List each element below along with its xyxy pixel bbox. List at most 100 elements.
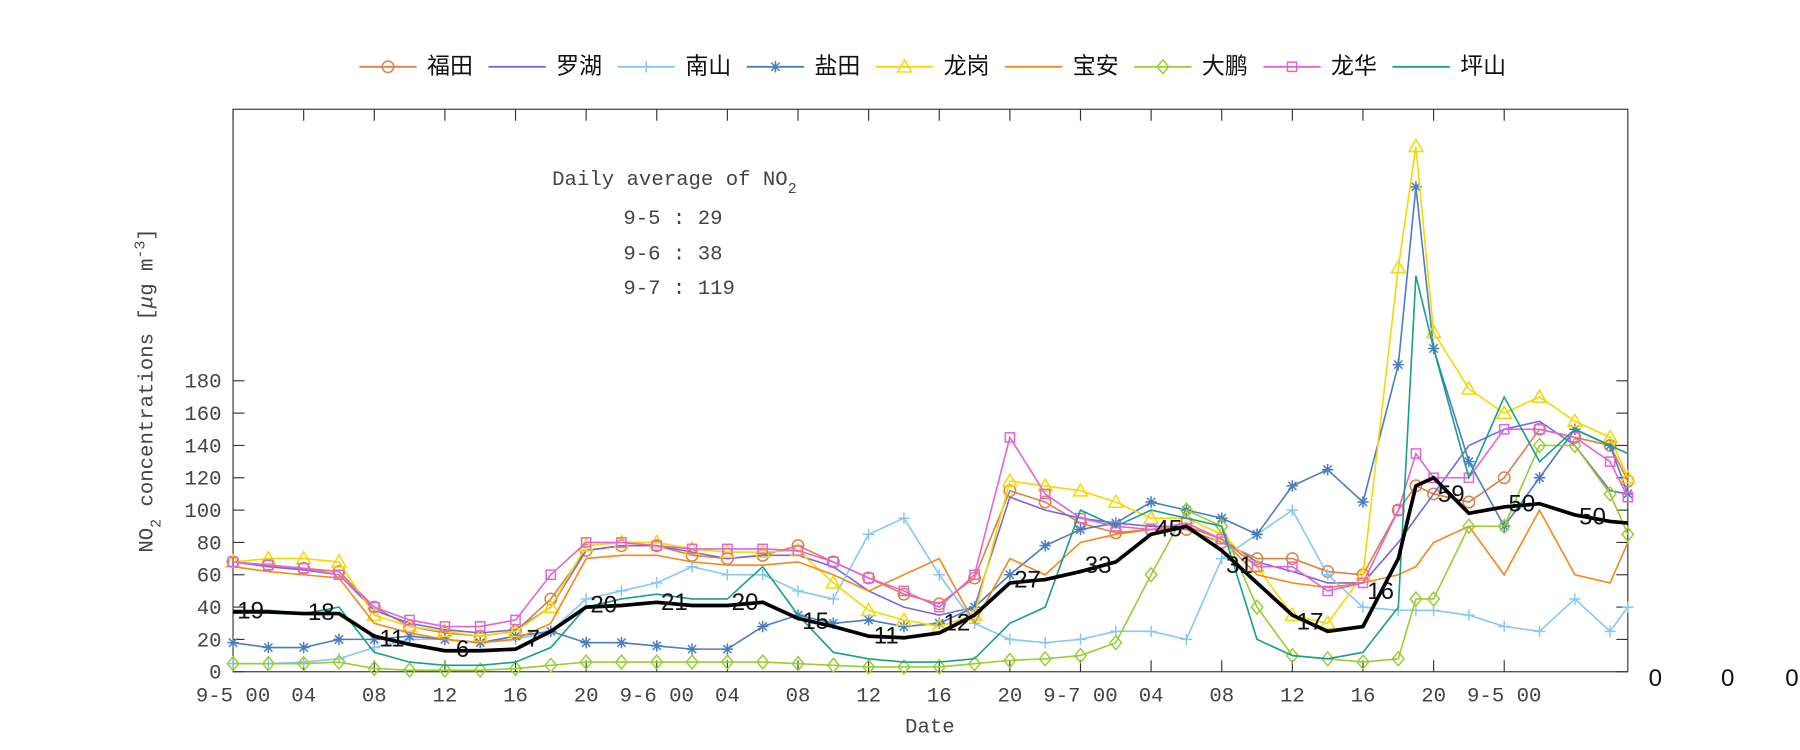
mean-value-label: 31 (1226, 552, 1253, 579)
point-marker (898, 585, 910, 597)
point-marker (1215, 552, 1228, 565)
mean-value-label: 6 (456, 636, 469, 663)
point-marker (1038, 650, 1052, 667)
point-marker (769, 61, 782, 73)
legend-label: 盐田 (814, 53, 860, 79)
x-tick-label: 12 (1280, 686, 1305, 709)
point-marker (1321, 569, 1334, 581)
y-label-part: ] (137, 228, 160, 240)
point-marker (1568, 437, 1582, 454)
point-marker (969, 569, 980, 581)
point-marker (719, 543, 736, 559)
point-marker (1601, 428, 1619, 444)
point-marker (544, 657, 558, 674)
point-marker (721, 569, 734, 581)
point-marker (615, 636, 628, 649)
point-marker (1427, 487, 1441, 501)
x-tick-label: 08 (1209, 686, 1234, 709)
point-marker (1109, 634, 1123, 651)
point-marker (826, 657, 841, 674)
x-tick-label: 9-5 00 (1467, 686, 1541, 709)
point-marker (860, 601, 877, 617)
mean-line (233, 475, 1628, 653)
series-line (233, 275, 1629, 667)
y-tick-label: 60 (197, 566, 222, 589)
point-marker (332, 653, 346, 671)
point-marker (651, 540, 663, 552)
point-marker (1180, 633, 1193, 646)
x-tick-label: 16 (1351, 686, 1376, 709)
point-marker (1145, 496, 1157, 508)
point-marker (1074, 523, 1087, 536)
point-marker (1110, 520, 1122, 532)
point-marker (1287, 561, 1298, 573)
point-marker (1075, 512, 1086, 524)
x-tick-label: 04 (1139, 686, 1164, 709)
plot-frame (232, 108, 1629, 673)
point-marker (1285, 552, 1299, 566)
point-marker (333, 633, 345, 646)
x-tick-label: 12 (433, 686, 458, 709)
point-marker (640, 61, 653, 73)
point-marker (967, 655, 982, 672)
y-tick-label: 0 (209, 663, 221, 686)
point-marker (1107, 493, 1124, 508)
point-marker (1004, 569, 1016, 581)
point-marker (651, 640, 663, 652)
x-tick-label: 9-6 00 (620, 686, 694, 709)
mean-value-label: 21 (661, 589, 688, 616)
point-marker (403, 630, 416, 642)
point-marker (791, 655, 805, 672)
point-marker (580, 593, 592, 605)
y-tick-label: 20 (197, 630, 222, 653)
mean-value-label: 50 (1508, 491, 1535, 518)
point-marker (614, 653, 629, 671)
point-marker (1463, 609, 1475, 621)
point-marker (1532, 437, 1547, 454)
point-marker (580, 537, 592, 548)
x-tick-label: 9-5 00 (196, 686, 270, 709)
point-marker (1074, 633, 1087, 646)
point-marker (507, 622, 524, 638)
point-marker (685, 653, 699, 671)
point-marker (402, 662, 417, 679)
mean-value-label: 12 (943, 609, 970, 636)
annotation-line: 9-6 : 38 (623, 244, 722, 267)
point-marker (1622, 488, 1634, 500)
point-marker (686, 643, 698, 655)
point-marker (898, 620, 910, 633)
x-tick-label: 20 (1421, 686, 1446, 709)
mean-value-label: 15 (802, 608, 829, 635)
point-marker (1286, 480, 1299, 492)
point-marker (1407, 138, 1425, 153)
point-marker (933, 569, 945, 581)
y-tick-label: 80 (197, 533, 222, 556)
point-marker (1497, 518, 1511, 535)
point-marker (756, 620, 769, 633)
mean-value-label: 59 (1438, 481, 1465, 508)
point-marker (1156, 58, 1170, 75)
point-marker (262, 641, 275, 654)
point-marker (932, 658, 946, 675)
mean-value-label: 20 (732, 589, 759, 616)
point-marker (1145, 625, 1157, 638)
y-label-part: concentrations [ (137, 308, 160, 519)
y-tick-label: 140 (184, 436, 221, 459)
point-marker (1003, 652, 1017, 669)
mean-value-label: 19 (237, 597, 264, 624)
point-marker (1072, 482, 1089, 497)
annotation-title-sub: 2 (788, 182, 797, 198)
y-label-part: g m (137, 259, 160, 296)
x-tick-label: 04 (715, 686, 740, 709)
point-marker (1569, 593, 1581, 605)
series-line (232, 508, 1629, 644)
x-tick-label: 16 (927, 686, 952, 709)
series-line (232, 428, 1629, 628)
point-marker (1004, 633, 1016, 646)
x-tick-label: 16 (503, 686, 528, 709)
annotation-title-text: Daily average of NO (552, 169, 788, 192)
point-marker (368, 633, 381, 646)
point-marker (1497, 471, 1511, 485)
point-marker (1286, 504, 1299, 516)
